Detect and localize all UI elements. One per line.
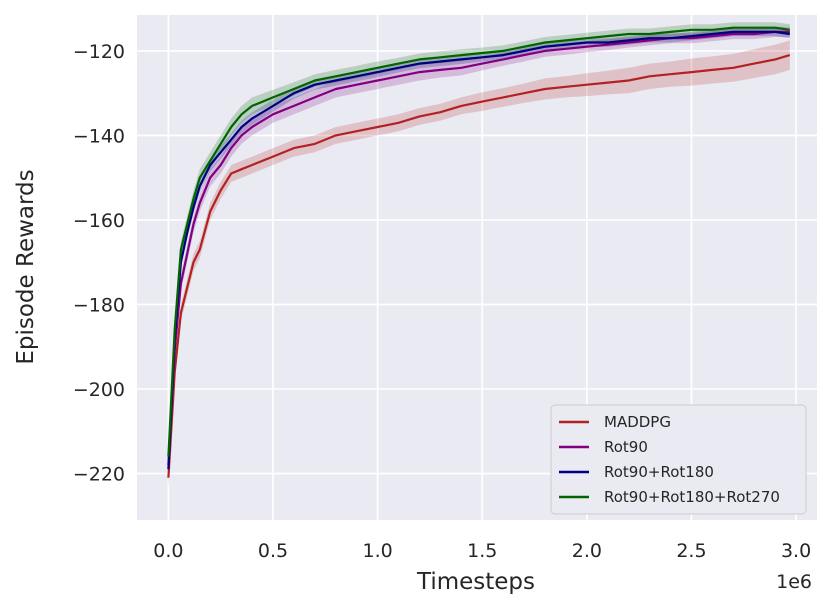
x-tick-label: 1.5: [467, 540, 497, 562]
legend-label: MADDPG: [604, 413, 671, 431]
legend-box: [550, 404, 807, 515]
legend-label: Rot90: [604, 438, 648, 456]
y-tick-labels: −220 −200 −180 −160 −140 −120: [73, 41, 125, 486]
x-tick-label: 2.5: [676, 540, 706, 562]
y-tick-label: −160: [73, 210, 125, 232]
y-tick-label: −180: [73, 294, 125, 316]
series-line-2: [167, 30, 790, 470]
y-tick-label: −120: [73, 41, 125, 63]
x-tick-label: 3.0: [781, 540, 811, 562]
series-line-3: [167, 26, 790, 457]
legend-label: Rot90+Rot180+Rot270: [604, 488, 780, 506]
series-line-0: [167, 54, 791, 478]
x-tick-label: 0.0: [153, 540, 183, 562]
series-lines: [167, 26, 791, 478]
y-tick-label: −200: [73, 379, 125, 401]
legend: MADDPG Rot90 Rot90+Rot180 Rot90+Rot180+Rot2…: [550, 404, 807, 515]
legend-label: Rot90+Rot180: [604, 463, 714, 481]
grid: [137, 15, 817, 520]
y-tick-label: −140: [73, 125, 125, 147]
x-tick-label: 1.0: [363, 540, 393, 562]
x-axis-offset-label: 1e6: [776, 571, 812, 593]
x-axis-label: Timesteps: [416, 569, 535, 595]
y-axis-label: Episode Rewards: [13, 169, 39, 364]
x-tick-label: 0.5: [258, 540, 288, 562]
x-tick-labels: 0.0 0.5 1.0 1.5 2.0 2.5 3.0: [153, 540, 811, 562]
y-tick-label: −220: [73, 464, 125, 486]
x-tick-label: 2.0: [572, 540, 602, 562]
